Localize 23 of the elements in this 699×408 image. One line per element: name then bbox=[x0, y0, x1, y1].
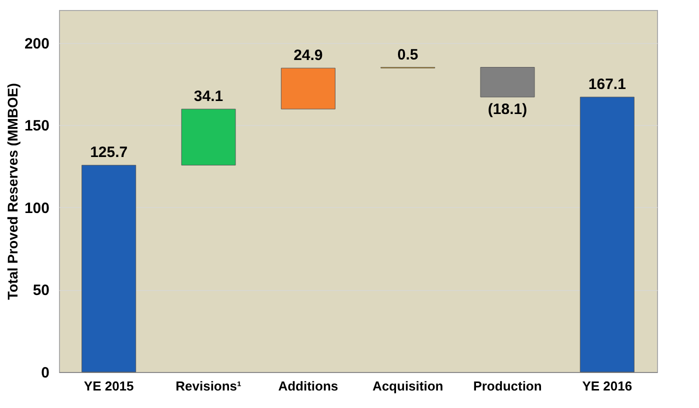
x-tick-label: Acquisition bbox=[372, 378, 444, 394]
bar bbox=[82, 164, 136, 372]
y-tick-label: 0 bbox=[41, 364, 50, 382]
data-label: 24.9 bbox=[294, 47, 323, 64]
y-tick-label: 50 bbox=[32, 282, 50, 300]
data-label: 34.1 bbox=[194, 88, 224, 106]
y-axis-title: Total Proved Reserves (MMBOE) bbox=[4, 83, 20, 300]
y-tick-label: 150 bbox=[24, 118, 50, 135]
x-tick-label: Revisions¹ bbox=[176, 378, 242, 394]
bar bbox=[181, 108, 236, 166]
y-tick-label: 100 bbox=[24, 200, 50, 217]
x-tick-label: YE 2016 bbox=[582, 378, 632, 394]
data-label: 0.5 bbox=[397, 46, 418, 64]
bar bbox=[480, 67, 535, 98]
data-label: (18.1) bbox=[488, 101, 528, 118]
y-tick-label: 200 bbox=[24, 35, 50, 52]
x-tick-label: Production bbox=[473, 378, 542, 394]
bar bbox=[580, 96, 634, 372]
data-label: 167.1 bbox=[588, 76, 626, 94]
x-tick-label: YE 2015 bbox=[84, 378, 134, 394]
data-label: 125.7 bbox=[90, 144, 128, 162]
bar bbox=[280, 68, 336, 110]
x-tick-label: Additions bbox=[278, 378, 338, 394]
